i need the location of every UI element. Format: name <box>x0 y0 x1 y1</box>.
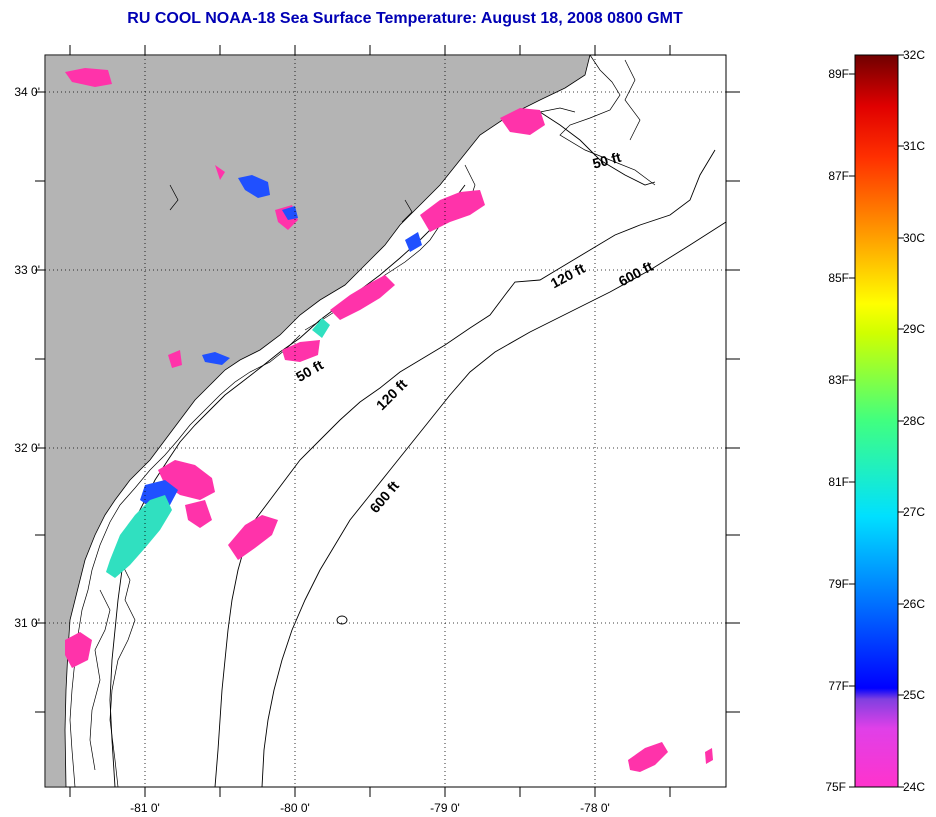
colorbar-fahrenheit-label: 75F <box>825 780 846 794</box>
contour-label: 50 ft <box>591 149 623 172</box>
lon-label: -80 0' <box>280 801 310 815</box>
colorbar-fahrenheit-label: 89F <box>828 67 849 81</box>
sst-patch <box>330 275 395 320</box>
colorbar-celsius-label: 28C <box>903 414 925 428</box>
lon-label: -79 0' <box>430 801 460 815</box>
colorbar-celsius-label: 25C <box>903 688 925 702</box>
lat-label: 32 0' <box>14 441 40 455</box>
colorbar <box>854 54 899 788</box>
sst-patch <box>420 190 485 232</box>
lat-label: 34 0' <box>14 85 40 99</box>
colorbar-fahrenheit-label: 77F <box>828 679 849 693</box>
sst-patch <box>705 748 713 764</box>
lat-label: 31 0' <box>14 616 40 630</box>
colorbar-celsius-label: 31C <box>903 139 925 153</box>
sst-patch <box>65 68 112 87</box>
sst-patch <box>185 500 212 528</box>
sst-patch <box>238 175 270 198</box>
lon-label: -81 0' <box>130 801 160 815</box>
colorbar-fahrenheit-label: 85F <box>828 271 849 285</box>
colorbar-celsius-label: 27C <box>903 505 925 519</box>
sst-patch <box>500 108 545 135</box>
colorbar-celsius-label: 32C <box>903 48 925 62</box>
sst-patch <box>228 515 278 560</box>
sst-patch <box>106 495 172 578</box>
bathymetry-contours <box>109 111 727 788</box>
axis-ticks <box>35 45 740 797</box>
colorbar-fahrenheit-label: 87F <box>828 169 849 183</box>
sst-patch <box>405 232 422 252</box>
sst-patch <box>628 742 668 772</box>
colorbar-ticks <box>849 54 904 788</box>
sst-patches <box>65 68 713 772</box>
sst-patch <box>202 352 230 365</box>
colorbar-celsius-label: 29C <box>903 322 925 336</box>
colorbar-fahrenheit-label: 83F <box>828 373 849 387</box>
colorbar-fahrenheit-label: 79F <box>828 577 849 591</box>
sst-patch <box>215 165 225 180</box>
colorbar-celsius-label: 26C <box>903 597 925 611</box>
land-area <box>44 54 591 788</box>
sst-patch <box>65 632 92 668</box>
map-title: RU COOL NOAA-18 Sea Surface Temperature:… <box>127 10 683 27</box>
sst-patch <box>282 340 320 362</box>
sst-patch <box>312 318 330 338</box>
sst-patch <box>168 350 182 368</box>
sst-patch <box>158 460 215 500</box>
sst-patch <box>282 206 298 220</box>
colorbar-celsius-label: 24C <box>903 780 925 794</box>
graticule <box>45 55 726 787</box>
lon-label: -78 0' <box>580 801 610 815</box>
lat-label: 33 0' <box>14 263 40 277</box>
colorbar-fahrenheit-label: 81F <box>828 475 849 489</box>
colorbar-celsius-label: 30C <box>903 231 925 245</box>
